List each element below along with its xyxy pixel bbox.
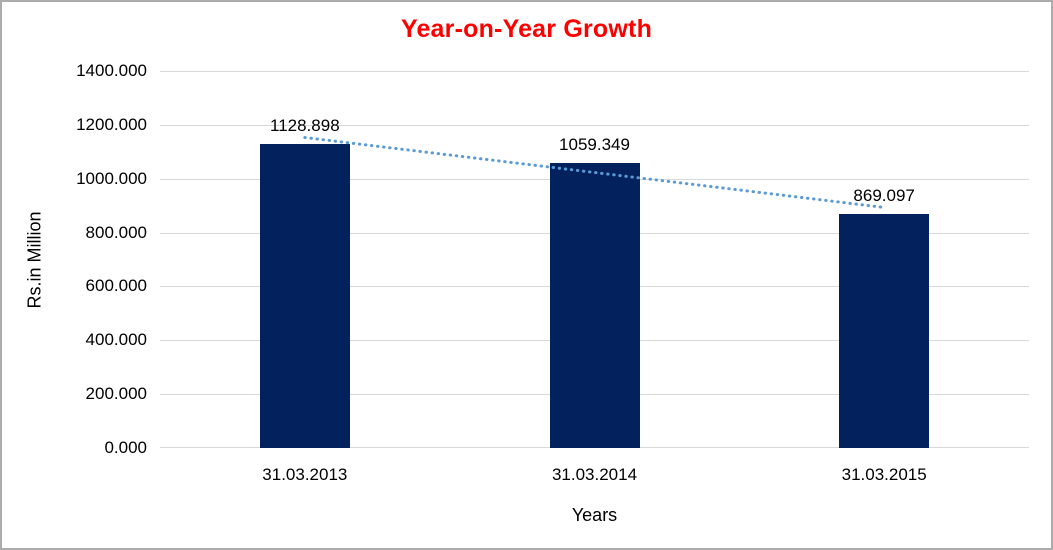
y-tick-label: 1000.000 [76,168,147,188]
bar-value-label: 869.097 [853,185,915,205]
x-category-label: 31.03.2013 [262,465,348,484]
trendline [303,136,886,209]
x-category-label: 31.03.2014 [551,465,638,484]
bar-value-label: 1059.349 [559,134,630,154]
bar-value-label: 1128.898 [270,116,340,135]
trendline-path [303,136,886,209]
chart-title: Year-on-Year Growth [400,15,653,43]
plot-area: 1128.898 1059.349 869.097 [160,71,1029,448]
bar-31.03.2014 [549,162,640,448]
x-category-label: 31.03.2015 [841,465,927,484]
y-tick-label: 400.000 [85,330,147,350]
y-tick-label: 1200.000 [76,114,147,134]
y-tick-label: 1400.000 [76,61,147,80]
y-gridline [160,124,1029,126]
y-tick-label: 600.000 [85,276,147,296]
bar-31.03.2015 [839,213,930,448]
bar-31.03.2013 [259,144,350,448]
x-axis-title: Years [571,505,618,525]
y-tick-label: 200.000 [85,384,147,404]
y-gridline [160,71,1029,72]
y-tick-label: 0.000 [104,438,147,457]
y-tick-label: 800.000 [85,222,147,242]
